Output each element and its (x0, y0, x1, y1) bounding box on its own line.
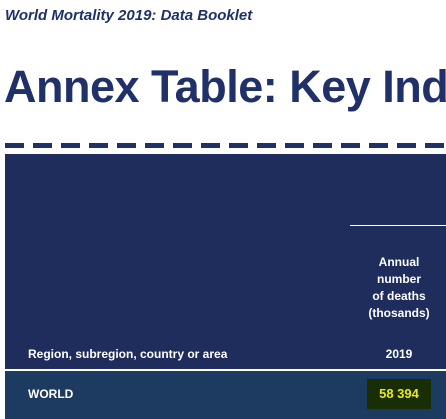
column-divider-line (350, 225, 446, 226)
booklet-title: World Mortality 2019: Data Booklet (5, 7, 253, 24)
table-header: Annual number of deaths (thosands) Regio… (5, 154, 446, 369)
year-column-header: 2019 (385, 347, 413, 361)
column-header-line: (thosands) (368, 306, 430, 320)
row-label-world: WORLD (28, 387, 74, 401)
column-header-line: Annual (378, 255, 420, 269)
table-row-world: WORLD 58 394 (5, 371, 446, 419)
dashed-divider (5, 143, 446, 148)
column-header-line: number (376, 272, 421, 286)
column-header-annual-deaths: Annual number of deaths (thosands) (351, 254, 446, 322)
region-column-header: Region, subregion, country or area (28, 347, 228, 361)
highlighted-value-world: 58 394 (367, 379, 431, 409)
column-header-line: of deaths (372, 289, 426, 303)
page-title: Annex Table: Key Indica (4, 61, 446, 112)
